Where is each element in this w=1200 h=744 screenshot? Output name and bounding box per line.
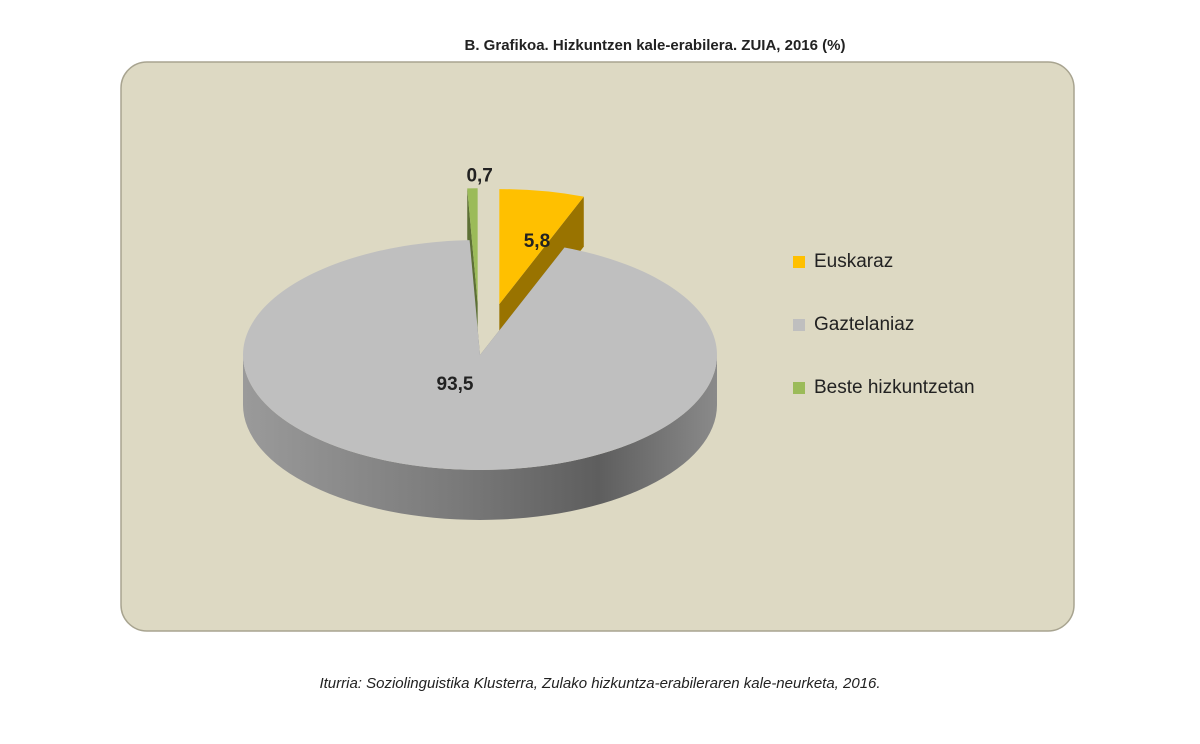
legend-label: Gaztelaniaz [814, 314, 914, 335]
source-note: Iturria: Soziolinguistika Klusterra, Zul… [319, 675, 880, 692]
pie-slice [467, 188, 478, 304]
legend-swatch [793, 319, 805, 331]
chart-title: B. Grafikoa. Hizkuntzen kale-erabilera. … [465, 37, 846, 54]
slice-side [243, 355, 717, 520]
legend-swatch [793, 382, 805, 394]
legend-label: Beste hizkuntzetan [814, 377, 975, 398]
pie-slice [242, 240, 717, 470]
data-label: 0,7 [466, 165, 492, 186]
pie-slice [499, 189, 584, 305]
slice-group: 93,5 [242, 240, 717, 520]
legend-swatch [793, 256, 805, 268]
legend: Euskaraz Gaztelaniaz Beste hizkuntzetan [793, 251, 975, 398]
data-label: 93,5 [437, 374, 474, 395]
pie: 5,8 0,7 93,5 [242, 165, 717, 520]
data-label: 5,8 [524, 231, 550, 252]
legend-label: Euskaraz [814, 251, 893, 272]
